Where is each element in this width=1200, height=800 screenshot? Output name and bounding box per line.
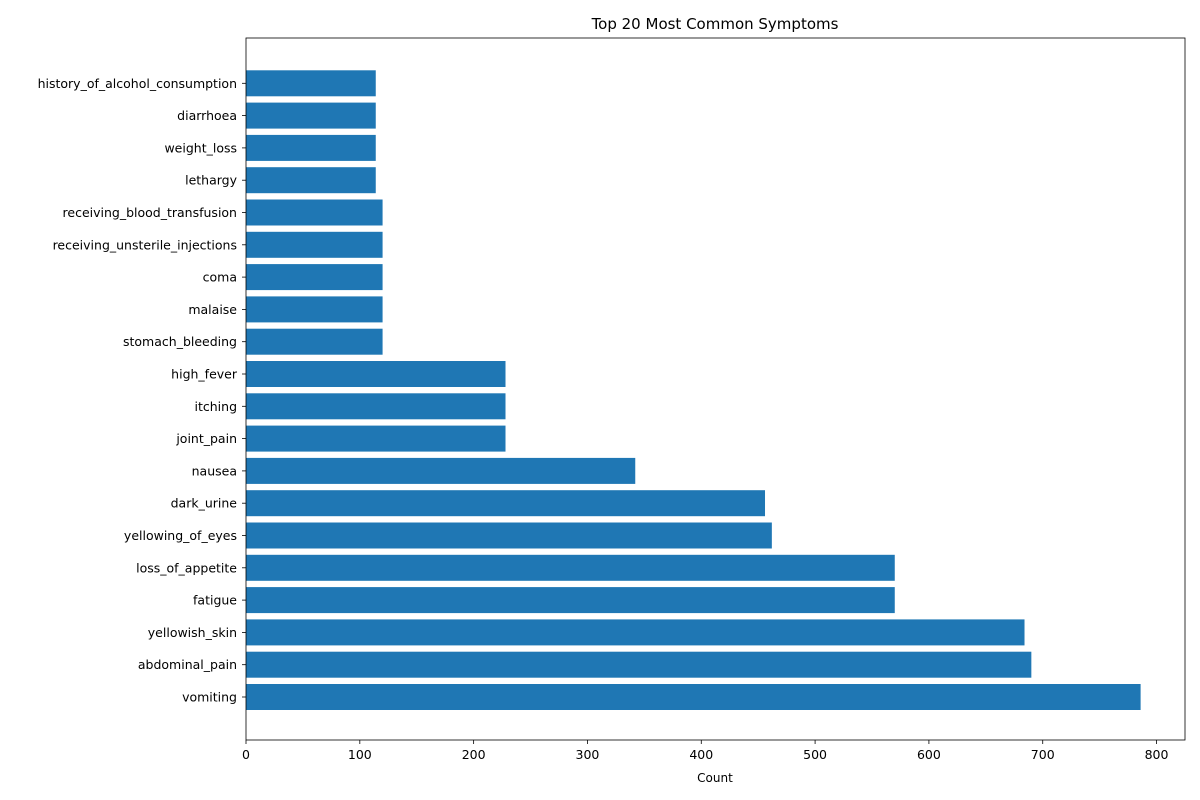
x-tick-label: 500 bbox=[803, 747, 827, 762]
y-tick-label: coma bbox=[203, 270, 237, 285]
bar-nausea bbox=[246, 457, 636, 484]
bar-lethargy bbox=[246, 167, 376, 194]
x-tick-label: 100 bbox=[348, 747, 372, 762]
axes-frame bbox=[245, 37, 1186, 741]
x-tick-label: 200 bbox=[462, 747, 486, 762]
x-tick-label: 600 bbox=[917, 747, 941, 762]
y-tick-label: loss_of_appetite bbox=[136, 560, 237, 575]
y-tick-label: weight_loss bbox=[164, 140, 237, 155]
bar-joint-pain bbox=[246, 425, 506, 452]
bar-loss-of-appetite bbox=[246, 554, 895, 581]
bars-group bbox=[246, 70, 1141, 710]
bar-malaise bbox=[246, 296, 383, 323]
x-axis-label: Count bbox=[697, 771, 733, 785]
bar-fatigue bbox=[246, 587, 895, 614]
y-tick-label: lethargy bbox=[185, 173, 238, 188]
y-tick-label: receiving_unsterile_injections bbox=[53, 237, 237, 252]
bar-dark-urine bbox=[246, 490, 766, 517]
y-tick-label: joint_pain bbox=[175, 431, 237, 446]
bar-history-of-alcohol-consumption bbox=[246, 70, 376, 97]
y-tick-label: diarrhoea bbox=[177, 108, 237, 123]
x-tick-label: 300 bbox=[576, 747, 600, 762]
bar-abdominal-pain bbox=[246, 651, 1032, 678]
y-tick-label: itching bbox=[195, 399, 238, 414]
bar-stomach-bleeding bbox=[246, 328, 383, 355]
bar-weight-loss bbox=[246, 134, 376, 161]
y-tick-label: receiving_blood_transfusion bbox=[63, 205, 237, 220]
bar-coma bbox=[246, 264, 383, 291]
bar-receiving-unsterile-injections bbox=[246, 231, 383, 258]
x-tick-label: 800 bbox=[1145, 747, 1169, 762]
x-tick-label: 700 bbox=[1031, 747, 1055, 762]
bar-high-fever bbox=[246, 361, 506, 387]
bar-itching bbox=[246, 393, 506, 420]
bar-diarrhoea bbox=[246, 102, 376, 129]
chart-title: Top 20 Most Common Symptoms bbox=[591, 15, 839, 33]
bar-receiving-blood-transfusion bbox=[246, 199, 383, 226]
y-tick-label: nausea bbox=[192, 463, 237, 478]
y-axis-ticks: vomiting abdominal_pain yellowish_skin fati… bbox=[38, 76, 246, 705]
x-tick-label: 400 bbox=[689, 747, 713, 762]
plot-frame bbox=[245, 37, 1186, 741]
y-tick-label: high_fever bbox=[171, 367, 238, 382]
y-tick-label: yellowing_of_eyes bbox=[124, 528, 237, 543]
bar-yellowing-of-eyes bbox=[246, 522, 772, 549]
y-tick-label: stomach_bleeding bbox=[123, 334, 237, 349]
y-tick-label: fatigue bbox=[193, 593, 237, 608]
bar-yellowish-skin bbox=[246, 619, 1025, 646]
y-tick-label: dark_urine bbox=[171, 496, 238, 511]
x-axis-ticks: 0 100 200 300 400 500 600 700 800 bbox=[242, 740, 1169, 762]
y-tick-label: history_of_alcohol_consumption bbox=[38, 76, 237, 91]
y-tick-label: abdominal_pain bbox=[138, 657, 237, 672]
y-tick-label: malaise bbox=[188, 302, 237, 317]
y-tick-label: yellowish_skin bbox=[148, 625, 237, 640]
y-tick-label: vomiting bbox=[182, 690, 237, 705]
x-tick-label: 0 bbox=[242, 747, 250, 762]
bar-vomiting bbox=[246, 684, 1141, 710]
